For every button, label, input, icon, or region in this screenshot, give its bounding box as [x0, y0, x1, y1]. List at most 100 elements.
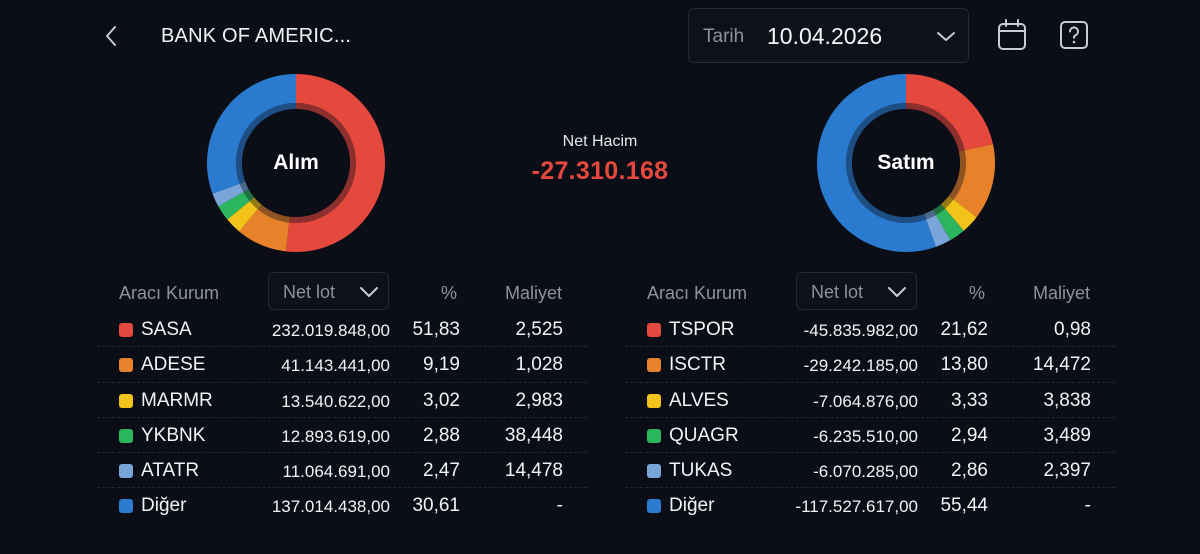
buy-table-header: Aracı Kurum Net lot % Maliyet	[97, 272, 587, 312]
percent: 2,86	[951, 460, 988, 482]
color-swatch	[647, 464, 661, 479]
percent: 2,47	[423, 460, 460, 482]
back-button[interactable]	[100, 22, 124, 50]
color-swatch	[647, 323, 661, 337]
table-row[interactable]: ADESE 41.143.441,00 9,19 1,028	[97, 347, 587, 383]
buy-donut-svg	[207, 74, 385, 252]
column-header-broker: Aracı Kurum	[647, 283, 748, 303]
sell-table-header: Aracı Kurum Net lot % Maliyet	[625, 272, 1115, 312]
color-swatch	[119, 428, 133, 443]
cost: 3,838	[1043, 389, 1091, 411]
percent: 30,61	[412, 495, 460, 517]
buy-table: Aracı Kurum Net lot % Maliyet SASA 232.0…	[97, 272, 587, 524]
table-row[interactable]: SASA 232.019.848,00 51,83 2,525	[97, 312, 587, 348]
broker-name: TSPOR	[669, 319, 735, 340]
table-row[interactable]: ISCTR -29.242.185,00 13,80 14,472	[625, 347, 1115, 383]
cost: 2,983	[515, 389, 563, 411]
date-label: Tarih	[703, 26, 745, 47]
broker-name: MARMR	[141, 389, 213, 411]
broker-name: YKBNK	[141, 424, 206, 446]
cost: 38,448	[504, 424, 563, 446]
table-row[interactable]: QUAGR -6.235.510,00 2,94 3,489	[625, 418, 1115, 454]
broker-name: ADESE	[141, 354, 206, 376]
broker-name: ISCTR	[669, 354, 726, 376]
cost: 1,028	[515, 354, 563, 376]
percent: 13,80	[940, 354, 988, 376]
color-swatch	[119, 323, 133, 337]
sell-table: Aracı Kurum Net lot % Maliyet TSPOR -45.…	[625, 272, 1115, 524]
color-swatch	[647, 358, 661, 373]
chevron-down-icon	[937, 32, 955, 41]
cost: -	[1084, 495, 1091, 517]
net-volume: Net Hacim -27.310.168	[500, 133, 700, 186]
color-swatch	[119, 358, 133, 373]
sort-label: Net lot	[283, 282, 336, 302]
column-header-percent: %	[440, 283, 457, 303]
cost: 14,478	[504, 460, 563, 482]
broker-name: QUAGR	[669, 424, 739, 446]
percent: 3,33	[951, 389, 988, 411]
color-swatch	[119, 464, 133, 479]
table-row[interactable]: Diğer 137.014.438,00 30,61 -	[97, 488, 587, 523]
cost: 2,525	[515, 319, 563, 340]
table-row[interactable]: ALVES -7.064.876,00 3,33 3,838	[625, 383, 1115, 418]
sell-donut-label: Satım	[877, 151, 935, 174]
percent: 9,19	[423, 354, 460, 376]
buy-sort-dropdown[interactable]: Net lot	[268, 272, 389, 310]
percent: 21,62	[940, 319, 988, 340]
column-header-broker: Aracı Kurum	[119, 283, 220, 303]
help-icon	[1060, 21, 1088, 49]
date-selector[interactable]: Tarih 10.04.2026	[688, 8, 969, 63]
table-row[interactable]: ATATR 11.064.691,00 2,47 14,478	[97, 453, 587, 489]
chevron-down-icon	[888, 287, 906, 297]
page-title: BANK OF AMERIC...	[161, 25, 352, 47]
net-lot: 13.540.622,00	[281, 391, 390, 411]
broker-name: SASA	[141, 319, 192, 340]
cost: 0,98	[1054, 319, 1091, 340]
broker-name: Diğer	[669, 495, 715, 517]
cost: 2,397	[1043, 460, 1091, 482]
net-lot: -45.835.982,00	[803, 321, 918, 340]
table-row[interactable]: TSPOR -45.835.982,00 21,62 0,98	[625, 312, 1115, 348]
net-volume-label: Net Hacim	[562, 133, 638, 150]
broker-name: ALVES	[669, 389, 729, 411]
net-lot: 137.014.438,00	[271, 497, 390, 517]
percent: 51,83	[412, 319, 460, 340]
date-value: 10.04.2026	[767, 23, 883, 49]
help-button[interactable]	[1058, 18, 1090, 52]
net-lot: -29.242.185,00	[803, 356, 918, 376]
sell-donut-svg	[817, 74, 995, 252]
sort-label: Net lot	[811, 282, 864, 302]
calendar-icon	[998, 19, 1026, 50]
column-header-cost: Maliyet	[1032, 283, 1090, 303]
cost: 14,472	[1032, 354, 1091, 376]
header-bar: BANK OF AMERIC... Tarih 10.04.2026	[0, 0, 1200, 70]
buy-donut-label: Alım	[273, 151, 319, 174]
percent: 2,88	[423, 424, 460, 446]
net-volume-value: -27.310.168	[531, 157, 669, 185]
percent: 3,02	[423, 389, 460, 411]
color-swatch	[647, 499, 661, 514]
net-lot: -6.235.510,00	[813, 426, 918, 446]
table-row[interactable]: YKBNK 12.893.619,00 2,88 38,448	[97, 418, 587, 454]
buy-donut-chart: Alım	[206, 73, 386, 253]
sell-sort-dropdown[interactable]: Net lot	[796, 272, 917, 310]
table-row[interactable]: MARMR 13.540.622,00 3,02 2,983	[97, 383, 587, 418]
cost: 3,489	[1043, 424, 1091, 446]
chevron-down-icon	[360, 287, 378, 297]
net-lot: -6.070.285,00	[813, 462, 918, 482]
net-lot: 11.064.691,00	[282, 462, 390, 482]
percent: 2,94	[951, 424, 988, 446]
color-swatch	[647, 428, 661, 443]
net-lot: 232.019.848,00	[271, 321, 390, 340]
table-row[interactable]: Diğer -117.527.617,00 55,44 -	[625, 488, 1115, 523]
broker-name: Diğer	[141, 495, 187, 517]
table-row[interactable]: TUKAS -6.070.285,00 2,86 2,397	[625, 453, 1115, 489]
percent: 55,44	[940, 495, 988, 517]
broker-name: TUKAS	[669, 460, 733, 482]
calendar-button[interactable]	[996, 18, 1028, 52]
color-swatch	[119, 499, 133, 514]
broker-name: ATATR	[141, 460, 200, 482]
cost: -	[556, 495, 563, 517]
column-header-cost: Maliyet	[504, 283, 562, 303]
